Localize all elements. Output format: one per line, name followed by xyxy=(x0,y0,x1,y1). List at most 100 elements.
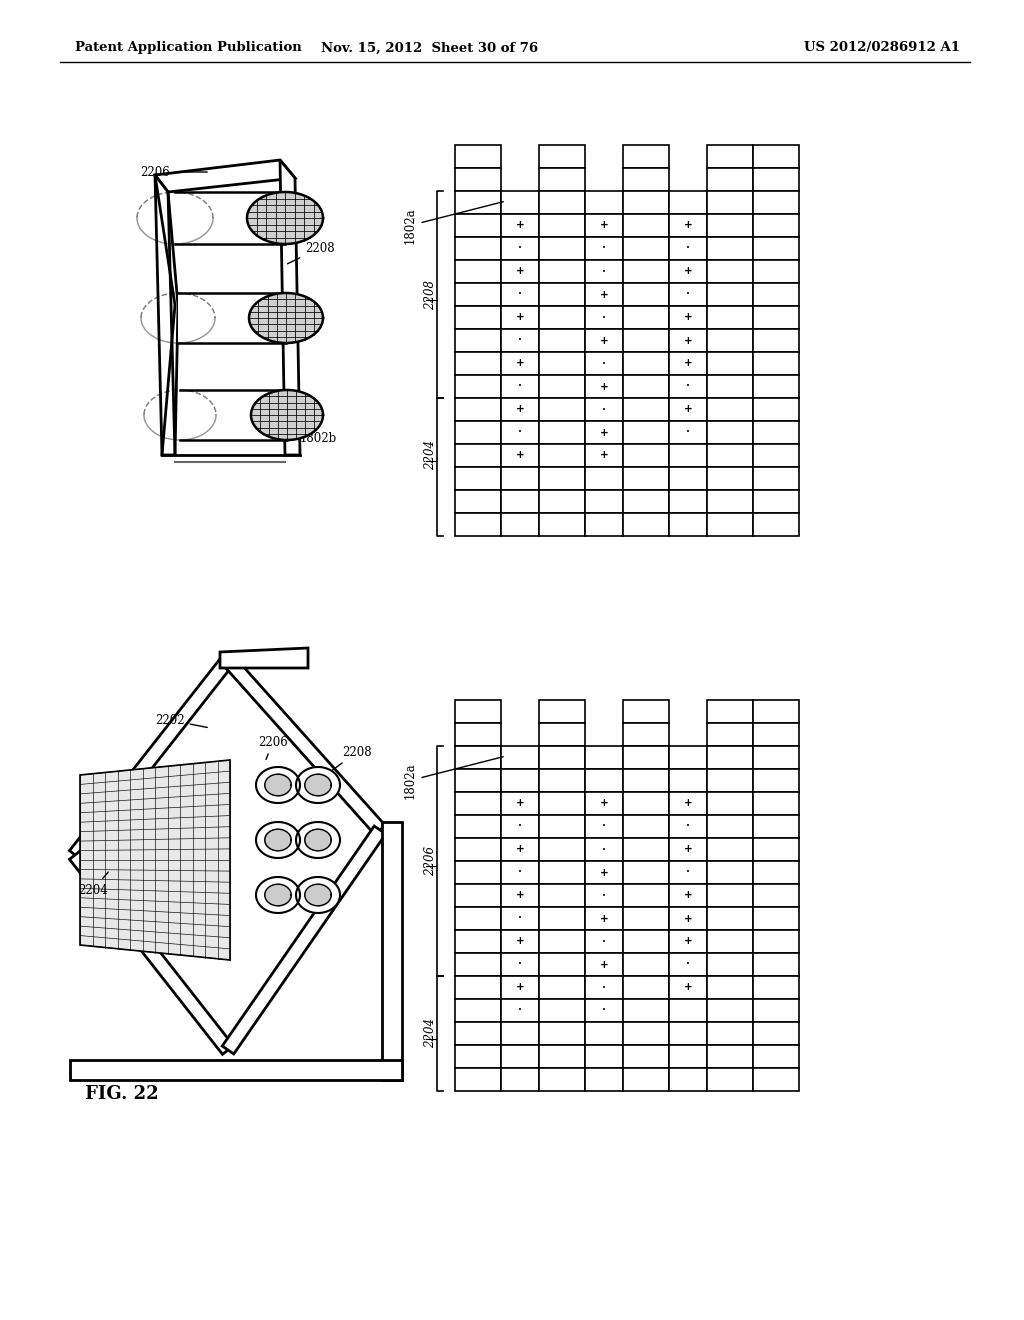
Bar xyxy=(707,723,753,746)
Text: +: + xyxy=(516,359,524,368)
Polygon shape xyxy=(247,191,323,244)
Bar xyxy=(585,907,623,931)
Text: +: + xyxy=(684,313,692,322)
Bar xyxy=(623,375,669,399)
Polygon shape xyxy=(80,760,230,960)
Bar xyxy=(707,975,753,999)
Bar xyxy=(753,467,799,490)
Bar xyxy=(501,770,539,792)
Bar xyxy=(539,838,585,861)
Bar xyxy=(669,352,707,375)
Bar xyxy=(455,907,501,931)
Polygon shape xyxy=(280,160,300,455)
Bar xyxy=(707,421,753,444)
Bar xyxy=(669,861,707,884)
Bar xyxy=(753,238,799,260)
Bar xyxy=(455,1068,501,1092)
Bar xyxy=(501,191,539,214)
Bar xyxy=(455,399,501,421)
Polygon shape xyxy=(296,767,340,803)
Text: 2202: 2202 xyxy=(155,714,207,727)
Bar xyxy=(501,329,539,352)
Bar xyxy=(585,838,623,861)
Bar xyxy=(501,375,539,399)
Text: +: + xyxy=(684,936,692,946)
Bar xyxy=(669,238,707,260)
Polygon shape xyxy=(220,648,308,668)
Bar xyxy=(585,746,623,770)
Text: •: • xyxy=(602,892,606,899)
Text: •: • xyxy=(518,1007,522,1014)
Bar xyxy=(707,352,753,375)
Bar xyxy=(669,421,707,444)
Bar xyxy=(623,238,669,260)
Polygon shape xyxy=(305,775,331,796)
Text: 2206: 2206 xyxy=(425,846,437,876)
Text: +: + xyxy=(684,982,692,993)
Text: +: + xyxy=(600,381,608,392)
Bar xyxy=(623,700,669,723)
Bar xyxy=(455,444,501,467)
Bar xyxy=(669,1068,707,1092)
Bar xyxy=(501,399,539,421)
Bar xyxy=(707,282,753,306)
Text: •: • xyxy=(518,961,522,968)
Text: +: + xyxy=(600,335,608,346)
Bar xyxy=(539,191,585,214)
Bar xyxy=(623,999,669,1022)
Bar xyxy=(623,953,669,975)
Bar xyxy=(707,770,753,792)
Bar xyxy=(669,282,707,306)
Text: •: • xyxy=(686,384,690,389)
Text: 2208: 2208 xyxy=(288,242,335,264)
Text: 2204: 2204 xyxy=(425,1019,437,1048)
Bar xyxy=(539,467,585,490)
Text: +: + xyxy=(684,335,692,346)
Bar xyxy=(455,375,501,399)
Bar xyxy=(623,931,669,953)
Bar xyxy=(623,214,669,238)
Bar xyxy=(707,467,753,490)
Bar xyxy=(623,513,669,536)
Bar xyxy=(669,260,707,282)
Bar xyxy=(585,953,623,975)
Text: +: + xyxy=(516,220,524,231)
Text: +: + xyxy=(516,267,524,276)
Text: 2204: 2204 xyxy=(425,441,437,470)
Bar xyxy=(753,1045,799,1068)
Bar xyxy=(585,191,623,214)
Bar xyxy=(539,1022,585,1045)
Bar xyxy=(623,444,669,467)
Bar xyxy=(623,421,669,444)
Text: FIG. 22: FIG. 22 xyxy=(85,1085,159,1104)
Bar xyxy=(707,375,753,399)
Bar xyxy=(455,723,501,746)
Bar xyxy=(501,931,539,953)
Bar xyxy=(753,329,799,352)
Bar xyxy=(669,214,707,238)
Bar xyxy=(455,1045,501,1068)
Bar xyxy=(501,814,539,838)
Text: •: • xyxy=(518,338,522,343)
Bar xyxy=(669,399,707,421)
Bar xyxy=(753,838,799,861)
Bar xyxy=(753,214,799,238)
Bar xyxy=(585,444,623,467)
Bar xyxy=(539,723,585,746)
Polygon shape xyxy=(256,876,300,913)
Polygon shape xyxy=(251,389,323,440)
Bar xyxy=(455,329,501,352)
Bar xyxy=(501,999,539,1022)
Bar xyxy=(707,838,753,861)
Bar xyxy=(539,907,585,931)
Bar xyxy=(501,884,539,907)
Bar xyxy=(669,792,707,814)
Text: •: • xyxy=(602,1007,606,1014)
Bar xyxy=(753,191,799,214)
Bar xyxy=(753,814,799,838)
Bar xyxy=(669,931,707,953)
Bar xyxy=(501,838,539,861)
Bar xyxy=(539,238,585,260)
Bar xyxy=(501,260,539,282)
Polygon shape xyxy=(70,1060,402,1080)
